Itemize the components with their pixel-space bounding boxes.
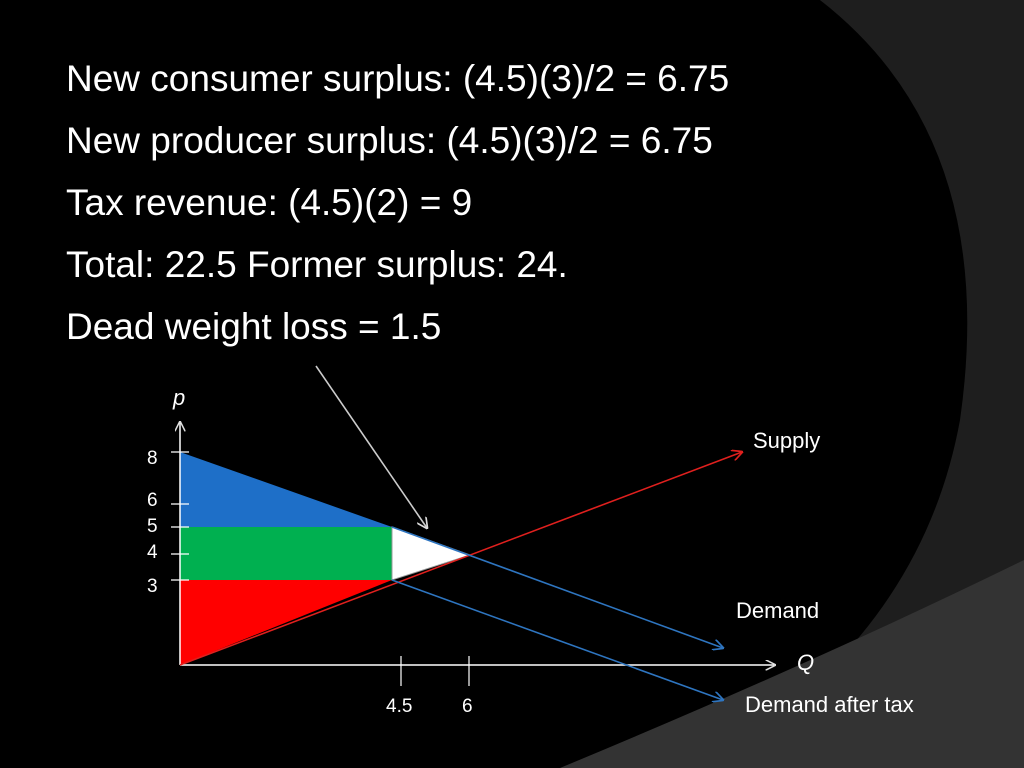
supply-curve	[179, 452, 742, 666]
supply-label: Supply	[753, 428, 820, 453]
deadweight-loss-line: Dead weight loss = 1.5	[66, 306, 442, 347]
y-tick-label-6: 6	[147, 490, 158, 511]
tax-revenue-line: Tax revenue: (4.5)(2) = 9	[66, 182, 473, 223]
producer-surplus-line: New producer surplus: (4.5)(3)/2 = 6.75	[66, 120, 713, 161]
y-tick-label-4: 4	[147, 542, 158, 563]
consumer-surplus-line: New consumer surplus: (4.5)(3)/2 = 6.75	[66, 58, 730, 99]
x-tick-label-6: 6	[462, 696, 473, 717]
demand-after-tax-curve	[391, 579, 723, 700]
y-tick-label-8: 8	[147, 448, 158, 469]
y-axis-label: p	[172, 385, 185, 410]
demand-label: Demand	[736, 598, 819, 623]
producer-surplus-area	[180, 580, 392, 665]
demand-after-tax-label: Demand after tax	[745, 692, 914, 717]
tax-revenue-area	[180, 527, 392, 580]
consumer-surplus-area	[180, 452, 392, 527]
y-tick-label-5: 5	[147, 516, 158, 537]
slide-text: New consumer surplus: (4.5)(3)/2 = 6.75 …	[66, 48, 729, 358]
demand-curve	[391, 526, 723, 648]
x-tick-label-4-5: 4.5	[386, 696, 412, 717]
total-surplus-line: Total: 22.5 Former surplus: 24.	[66, 244, 568, 285]
deadweight-loss-area	[391, 526, 472, 581]
x-axis-label: Q	[797, 650, 814, 675]
deadweight-loss-pointer	[315, 365, 427, 528]
y-tick-label-3: 3	[147, 576, 158, 597]
